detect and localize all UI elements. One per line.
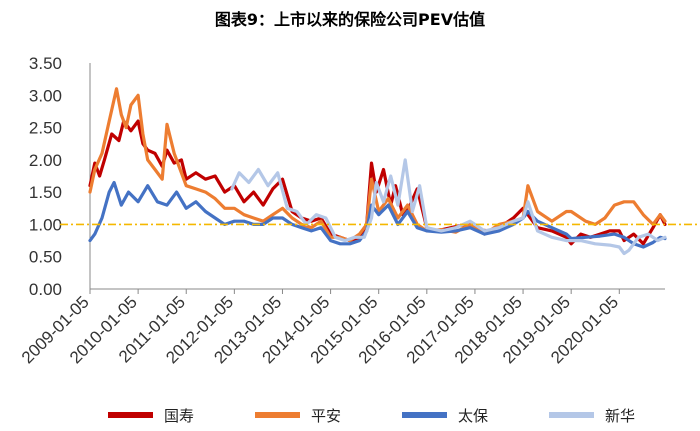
series-line-3: [88, 180, 667, 249]
series-line-4: [230, 158, 667, 256]
y-tick-label: 3.00: [29, 86, 62, 105]
legend: 国寿 平安 太保 新华: [108, 407, 635, 425]
series-group: [88, 87, 667, 256]
legend-label: 新华: [605, 407, 635, 425]
chart-title: 图表9：上市以来的保险公司PEV估值: [214, 10, 486, 29]
y-tick-label: 2.00: [29, 151, 62, 170]
series-line-2: [88, 87, 667, 243]
y-tick-label: 0.50: [29, 248, 62, 267]
legend-label: 平安: [311, 407, 341, 425]
y-tick-label: 1.00: [29, 215, 62, 234]
y-tick-label: 3.50: [29, 54, 62, 73]
legend-label: 国寿: [164, 407, 194, 425]
x-axis: 2009-01-052010-01-052011-01-052012-01-05…: [18, 288, 665, 367]
y-axis: 3.50 3.00 2.50 2.00 1.50 1.00 0.50 0.00: [29, 54, 91, 299]
y-tick-label: 0.00: [29, 280, 62, 299]
y-tick-label: 1.50: [29, 183, 62, 202]
y-tick-label: 2.50: [29, 119, 62, 138]
legend-label: 太保: [458, 407, 488, 425]
